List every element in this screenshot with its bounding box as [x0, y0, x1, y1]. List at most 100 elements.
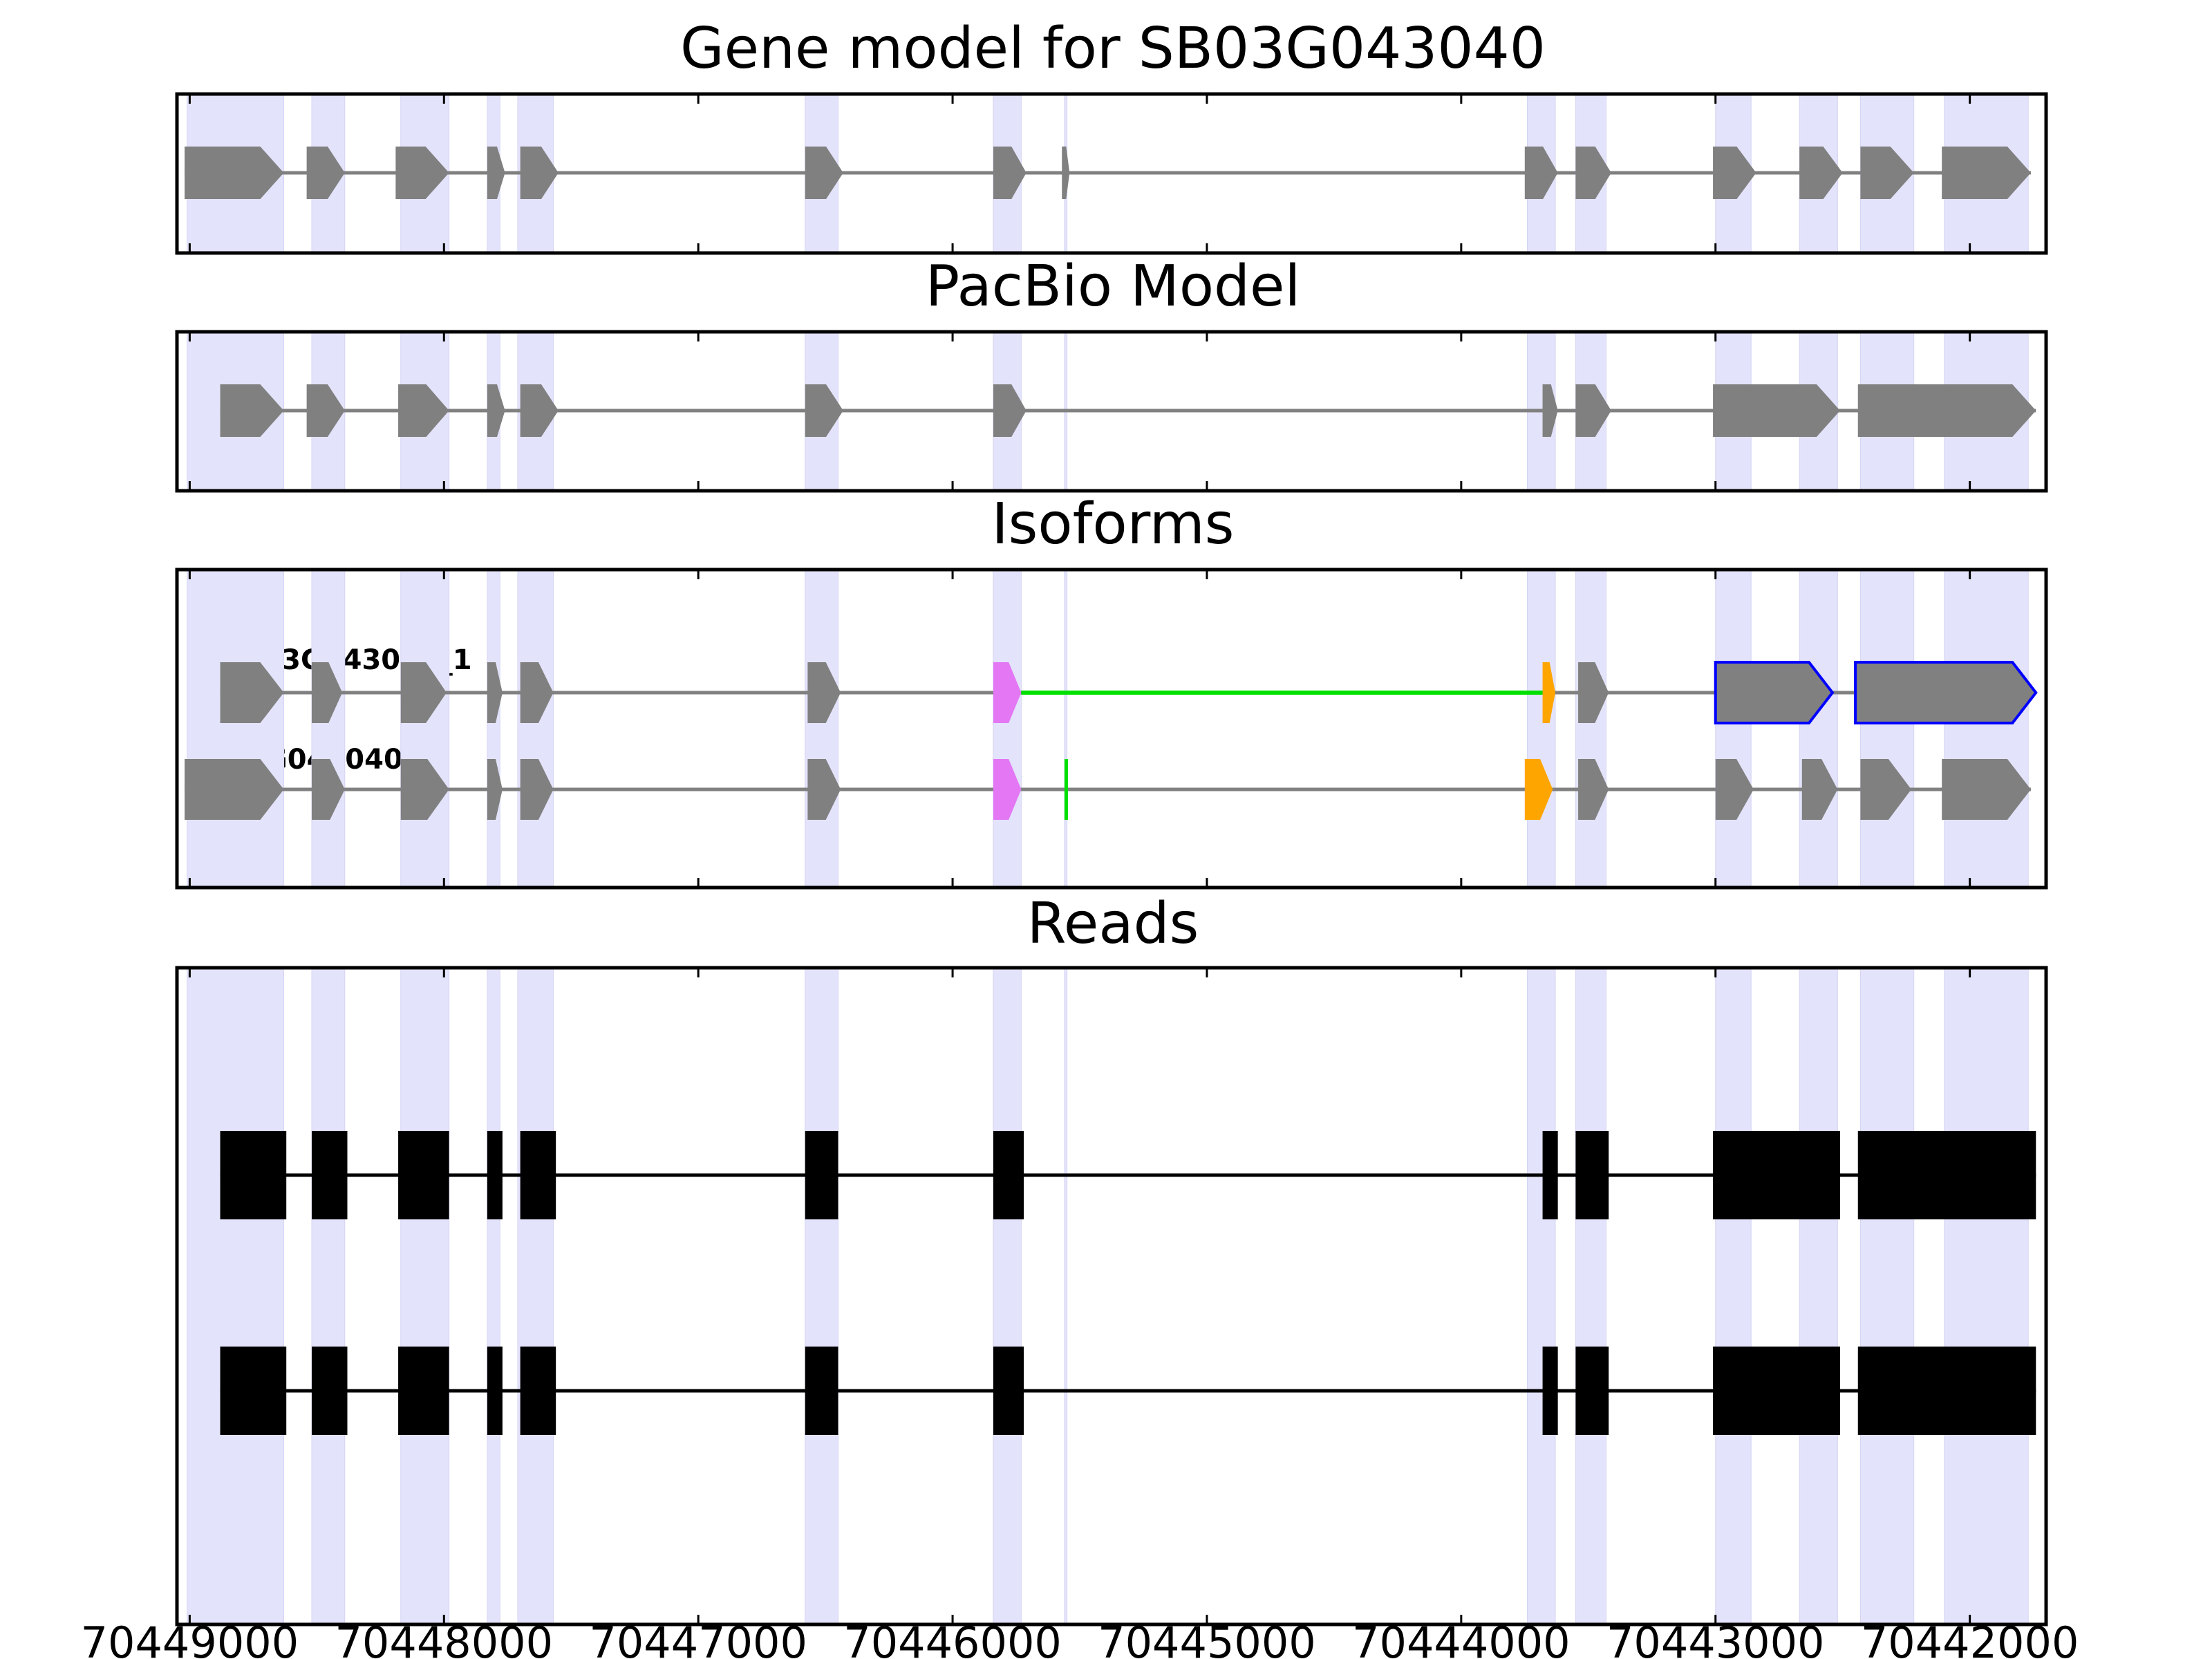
exon-arrow — [1942, 759, 2031, 820]
exon-highlight-band — [1859, 967, 1915, 1625]
exon-highlight-band — [993, 569, 1022, 888]
exon-arrow — [185, 147, 284, 199]
exon-highlight-band — [1799, 967, 1838, 1625]
read-block — [993, 1131, 1024, 1219]
read-block — [805, 1131, 838, 1219]
exon-arrow — [1857, 384, 2036, 437]
exon-arrow — [1799, 147, 1843, 199]
panel-frame — [175, 330, 2048, 493]
exon-arrow — [487, 662, 503, 723]
exon-arrow — [1713, 147, 1756, 199]
exon-arrow — [1854, 661, 2038, 724]
exon-arrow — [520, 759, 554, 820]
exon-arrow — [1860, 759, 1912, 820]
exon-highlight-band — [517, 569, 554, 888]
exon-arrow — [398, 384, 449, 437]
panel-1 — [175, 92, 2048, 255]
exon-highlight-band — [993, 967, 1022, 1625]
exon-arrow — [311, 662, 343, 723]
exon-arrow — [400, 759, 449, 820]
read-block — [220, 1347, 287, 1435]
exon-highlight-band — [311, 569, 346, 888]
exon-arrow — [1575, 147, 1611, 199]
exon-highlight-band — [805, 569, 839, 888]
exon-arrow — [1801, 759, 1838, 820]
exon-highlight-band — [187, 569, 285, 888]
exon-arrow — [993, 384, 1027, 437]
exon-highlight-band — [187, 967, 285, 1625]
read-block — [398, 1347, 449, 1435]
exon-arrow — [1715, 759, 1754, 820]
exon-highlight-band — [1715, 569, 1752, 888]
read-block — [520, 1347, 556, 1435]
exon-arrow — [1542, 384, 1558, 437]
exon-arrow — [220, 384, 284, 437]
exon-highlight-band — [1859, 569, 1915, 888]
exon-arrow — [993, 147, 1027, 199]
exon-highlight-band — [487, 967, 500, 1625]
exon-arrow — [807, 662, 841, 723]
exon-arrow — [311, 759, 345, 820]
panel-3 — [175, 568, 2048, 890]
exon-arrow — [400, 662, 447, 723]
reads-title: Reads — [1027, 891, 1199, 957]
exon-arrow — [805, 147, 843, 199]
read-block — [1857, 1347, 2036, 1435]
read-block — [311, 1347, 348, 1435]
read-block — [311, 1131, 348, 1219]
exon-arrow — [520, 384, 559, 437]
read-block — [1713, 1131, 1841, 1219]
gene-model-title: Gene model for SB03G043040 — [680, 16, 1546, 82]
exon-highlight-band — [805, 967, 839, 1625]
exon-arrow — [306, 147, 345, 199]
exon-highlight-band — [1715, 967, 1752, 1625]
exon-arrow — [993, 759, 1022, 820]
exon-arrow — [1942, 147, 2031, 199]
exon-arrow — [1714, 661, 1835, 724]
exon-arrow — [306, 384, 345, 437]
exon-arrow — [520, 662, 554, 723]
exon-highlight-band — [1527, 967, 1556, 1625]
exon-arrow — [1578, 662, 1609, 723]
read-block — [993, 1347, 1024, 1435]
exon-highlight-band — [1799, 569, 1838, 888]
panel-2 — [175, 330, 2048, 493]
exon-arrow — [1578, 759, 1609, 820]
exon-arrow — [805, 384, 843, 437]
exon-highlight-band — [1944, 967, 2029, 1625]
exon-highlight-band — [487, 569, 500, 888]
exon-arrow — [220, 662, 284, 723]
exon-highlight-band — [1575, 569, 1607, 888]
exon-arrow — [1542, 662, 1555, 723]
exon-arrow — [487, 384, 505, 437]
exon-highlight-band — [1064, 569, 1068, 888]
read-block — [1542, 1347, 1558, 1435]
exon-arrow — [1713, 384, 1841, 437]
exon-arrow — [185, 759, 284, 820]
exon-arrow — [1064, 759, 1068, 820]
pacbio-model-title: PacBio Model — [926, 254, 1301, 319]
exon-highlight-band — [1575, 967, 1607, 1625]
panel-frame — [175, 568, 2048, 890]
exon-highlight-band — [1944, 569, 2029, 888]
exon-highlight-band — [400, 569, 450, 888]
exon-arrow — [487, 147, 505, 199]
panel-4 — [175, 966, 2048, 1627]
exon-arrow — [1860, 147, 1914, 199]
exon-highlight-band — [1064, 967, 1068, 1625]
read-block — [487, 1131, 503, 1219]
read-block — [1575, 1347, 1609, 1435]
exon-arrow — [807, 759, 841, 820]
exon-arrow — [520, 147, 559, 199]
exon-arrow — [1524, 147, 1558, 199]
read-block — [805, 1347, 838, 1435]
exon-arrow — [993, 662, 1022, 723]
exon-arrow — [1062, 147, 1070, 199]
read-block — [398, 1131, 449, 1219]
panel-frame — [175, 966, 2048, 1627]
exon-highlight-band — [400, 967, 450, 1625]
panel-frame — [175, 92, 2048, 255]
read-block — [1575, 1131, 1609, 1219]
